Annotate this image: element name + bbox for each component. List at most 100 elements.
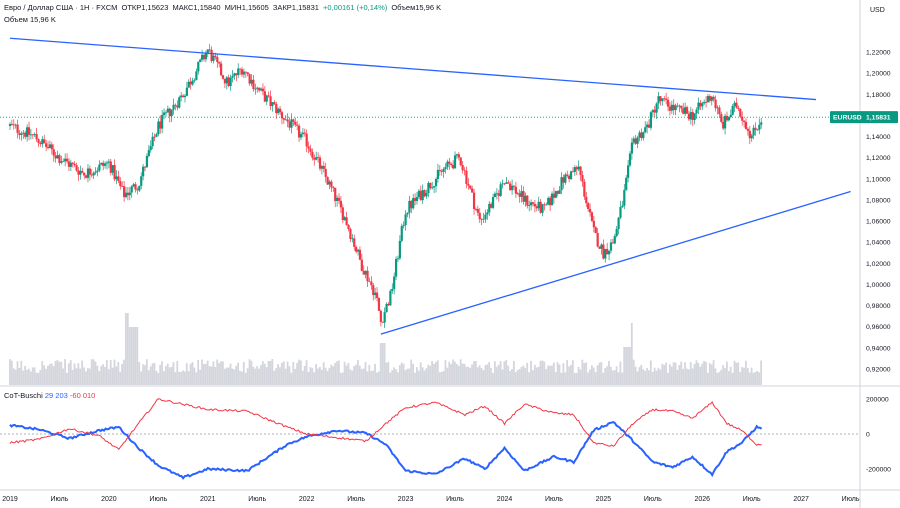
candle-body — [195, 71, 198, 80]
price-tick-label: 1,10000 — [866, 176, 891, 183]
candle-body — [566, 174, 569, 176]
candle-body — [394, 258, 398, 277]
volume-bar — [693, 363, 696, 385]
candle-body — [161, 115, 164, 129]
candle-body — [155, 134, 158, 137]
candle-body — [733, 102, 736, 106]
candle-body — [615, 229, 618, 237]
volume-bar — [547, 365, 550, 385]
volume-bar — [332, 366, 335, 385]
volume-bar — [69, 360, 72, 385]
volume-bar — [235, 365, 238, 385]
candle-body — [109, 161, 112, 173]
volume-bar — [750, 367, 753, 385]
candle-body — [128, 192, 131, 196]
candle-body — [313, 157, 316, 160]
candle-body — [636, 137, 639, 144]
candle-body — [457, 154, 460, 158]
symbol-line[interactable]: Евро / Доллар США · 1Н · FXCM — [4, 3, 118, 12]
candle-body — [31, 134, 34, 136]
volume-bar — [248, 359, 251, 385]
volume-bar — [419, 362, 422, 385]
price-tick-label: 1,08000 — [866, 197, 891, 204]
volume-bar — [256, 366, 259, 385]
candle-body — [33, 134, 36, 135]
candle-body — [577, 166, 580, 170]
volume-bar — [261, 361, 264, 385]
candle-body — [693, 113, 696, 120]
candle-body — [143, 166, 147, 168]
candle-body — [391, 288, 394, 291]
candle-body — [223, 78, 227, 84]
candle-body — [562, 177, 565, 183]
volume-bar — [16, 361, 19, 385]
volume-bar — [507, 365, 510, 385]
candle-body — [280, 112, 284, 119]
volume-bar — [271, 359, 274, 385]
candle-body — [666, 99, 670, 107]
volume-bar — [745, 360, 747, 385]
volume-bar — [168, 367, 171, 385]
candle-body — [442, 168, 445, 172]
candle-body — [632, 138, 635, 143]
volume-bar — [741, 367, 744, 385]
candle-body — [423, 190, 426, 197]
candle-body — [244, 71, 247, 73]
volume-bar — [398, 365, 401, 385]
volume-value: Объем15,96 K — [391, 3, 442, 12]
price-tick-label: 1,14000 — [866, 134, 891, 141]
candle-body — [364, 270, 367, 275]
candle-body — [619, 207, 622, 218]
volume-bar — [85, 371, 87, 385]
candle-body — [174, 104, 177, 106]
candle-body — [556, 191, 559, 194]
candle-body — [368, 281, 371, 283]
candle-body — [602, 244, 605, 259]
time-tick-label: Июль — [842, 496, 860, 503]
volume-bar — [676, 369, 679, 385]
candle-body — [741, 116, 744, 121]
volume-bar — [480, 368, 483, 385]
cot-legend[interactable]: CoT-Buschi 29 203 -60 010 — [4, 391, 95, 400]
volume-bar — [436, 360, 439, 385]
volume-bar — [265, 367, 268, 385]
volume-bar — [353, 366, 356, 385]
volume-bar — [532, 370, 534, 385]
candle-body — [655, 103, 658, 113]
cot-tick-label: 200000 — [866, 397, 889, 404]
volume-bar — [518, 368, 521, 385]
volume-bar — [454, 361, 456, 385]
candle-body — [503, 183, 506, 185]
candle-body — [180, 95, 183, 98]
volume-bar — [608, 360, 610, 385]
candle-body — [691, 112, 694, 120]
volume-bar — [77, 363, 80, 385]
volume-bar — [438, 372, 441, 385]
volume-bar — [564, 372, 567, 385]
volume-bar — [358, 365, 361, 385]
volume-bar — [242, 361, 245, 385]
candle-body — [389, 290, 392, 306]
volume-bar — [324, 367, 327, 385]
volume-bar — [301, 370, 304, 385]
candle-body — [533, 203, 537, 207]
candle-body — [305, 133, 308, 147]
volume-bar — [170, 366, 173, 385]
candle-body — [218, 62, 221, 64]
volume-bar — [552, 362, 555, 385]
candle-body — [332, 187, 335, 189]
candle-body — [341, 207, 344, 221]
volume-bar — [722, 365, 724, 385]
volume-bar — [73, 363, 76, 385]
volume-bar — [444, 359, 447, 385]
volume-bar — [136, 327, 139, 385]
time-tick-label: 2021 — [200, 496, 216, 503]
candle-body — [453, 155, 457, 169]
candle-body — [459, 157, 462, 166]
candle-body — [746, 128, 750, 131]
volume-bar — [543, 361, 546, 385]
volume-bar — [661, 363, 664, 385]
volume-bar — [648, 370, 650, 385]
volume-bar — [488, 362, 491, 385]
